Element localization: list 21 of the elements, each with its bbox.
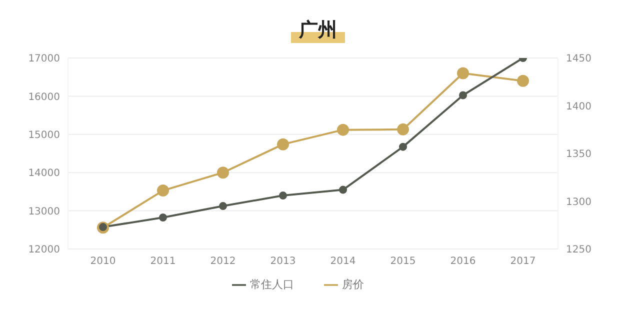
x-tick-label: 2015 (390, 256, 416, 268)
x-tick-label: 2011 (150, 256, 176, 268)
y2-tick-label: 1300 (566, 196, 592, 208)
x-tick-label: 2013 (270, 256, 296, 268)
y2-tick-label: 1400 (566, 101, 592, 112)
legend-label: 房价 (342, 278, 364, 291)
x-tick-label: 2016 (450, 256, 476, 268)
y2-tick-label: 1450 (566, 54, 592, 65)
y2-tick-label: 1350 (566, 149, 592, 160)
x-tick-label: 2012 (210, 256, 236, 268)
y2-tick-label: 1250 (566, 244, 592, 256)
legend-label: 常住人口 (250, 278, 294, 291)
x-tick-label: 2010 (90, 256, 116, 268)
y-tick-label: 16000 (28, 92, 60, 103)
y-tick-label: 12000 (28, 244, 60, 256)
y-tick-label: 14000 (28, 168, 60, 180)
y-tick-label: 13000 (28, 206, 60, 218)
y-tick-label: 15000 (28, 130, 60, 141)
x-tick-label: 2014 (330, 256, 356, 268)
y-tick-label: 17000 (28, 54, 60, 65)
x-tick-label: 2017 (510, 256, 536, 268)
